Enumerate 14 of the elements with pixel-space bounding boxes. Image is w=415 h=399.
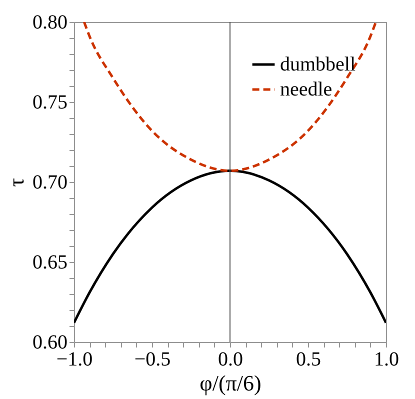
legend-label: dumbbell [280, 54, 356, 76]
legend-label: needle [280, 78, 332, 100]
y-tick-label: 0.75 [32, 92, 68, 114]
x-tick-label: 0.5 [296, 348, 321, 370]
y-tick-label: 0.80 [32, 12, 68, 34]
y-tick-label: 0.70 [32, 172, 68, 194]
line-series [82, 22, 378, 172]
x-tick-label: 1.0 [374, 348, 399, 370]
x-axis-title: φ/(π/6) [200, 370, 262, 396]
y-tick-label: 0.65 [32, 252, 68, 274]
line-series [74, 170, 386, 324]
x-tick-label: −0.5 [134, 348, 171, 370]
y-axis-title: τ [4, 178, 28, 187]
x-tick-label: 0.0 [218, 348, 243, 370]
